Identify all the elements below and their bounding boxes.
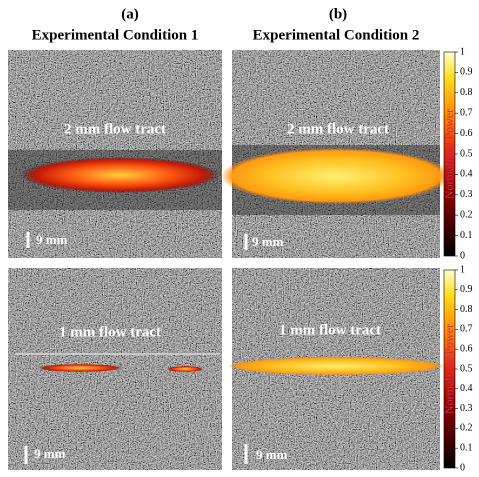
panel: 1 mm flow tract 9 mm — [8, 268, 222, 470]
flow-signal — [167, 366, 203, 372]
column-title: Experimental Condition 2 — [253, 27, 420, 43]
annotation: 2 mm flow tract — [64, 121, 166, 137]
annotation: 1 mm flow tract — [279, 322, 381, 338]
flow-signal — [20, 157, 220, 193]
column-label: (a) — [121, 6, 139, 22]
tick-label: 0.4 — [460, 169, 473, 180]
tick-label: 0.9 — [460, 284, 473, 295]
scale-label: 9 mm — [34, 446, 66, 461]
tick-label: 0.1 — [460, 230, 473, 241]
tick-label: 0.4 — [460, 383, 473, 394]
tick-label: 0.9 — [460, 67, 473, 78]
panel: 2 mm flow tract 9 mm — [221, 50, 451, 258]
panel: 2 mm flow tract 9 mm — [8, 50, 222, 258]
colorbar-label: Normalized Power — [442, 324, 456, 414]
colorbars: 0 0.1 0.2 0.3 0.4 0.5 0.6 0.7 0.8 0.9 1 Normalized … — [442, 46, 473, 473]
tick-label: 0.6 — [460, 343, 473, 354]
tick-label: 0.8 — [460, 87, 473, 98]
flow-signal — [38, 364, 122, 372]
tick-label: 0.2 — [460, 209, 473, 220]
scale-label: 9 mm — [252, 234, 284, 249]
annotation: 1 mm flow tract — [59, 324, 161, 340]
column-title: Experimental Condition 1 — [32, 27, 199, 43]
tick-label: 0.5 — [460, 363, 473, 374]
tick-label: 0.5 — [460, 148, 473, 159]
tick-label: 0.3 — [460, 403, 473, 414]
tick-label: 0.1 — [460, 442, 473, 453]
column-label: (b) — [329, 6, 347, 22]
panel: 1 mm flow tract 9 mm — [228, 268, 444, 470]
tick-label: 0 — [460, 462, 465, 473]
scale-label: 9 mm — [256, 447, 288, 462]
tick-label: 0.7 — [460, 107, 473, 118]
tick-label: 1 — [460, 264, 465, 275]
tick-label: 0.2 — [460, 423, 473, 434]
tick-label: 0.7 — [460, 324, 473, 335]
tick-label: 0.6 — [460, 128, 473, 139]
flow-signal — [221, 148, 451, 204]
annotation: 2 mm flow tract — [287, 121, 389, 137]
speckle — [8, 50, 222, 258]
tick-label: 0.8 — [460, 304, 473, 315]
colorbar-label: Normalized Power — [442, 109, 456, 199]
tick-label: 0.3 — [460, 189, 473, 200]
tick-label: 0 — [460, 250, 465, 261]
flow-signal — [228, 357, 444, 375]
tick-label: 1 — [460, 46, 465, 57]
scale-label: 9 mm — [36, 232, 68, 247]
